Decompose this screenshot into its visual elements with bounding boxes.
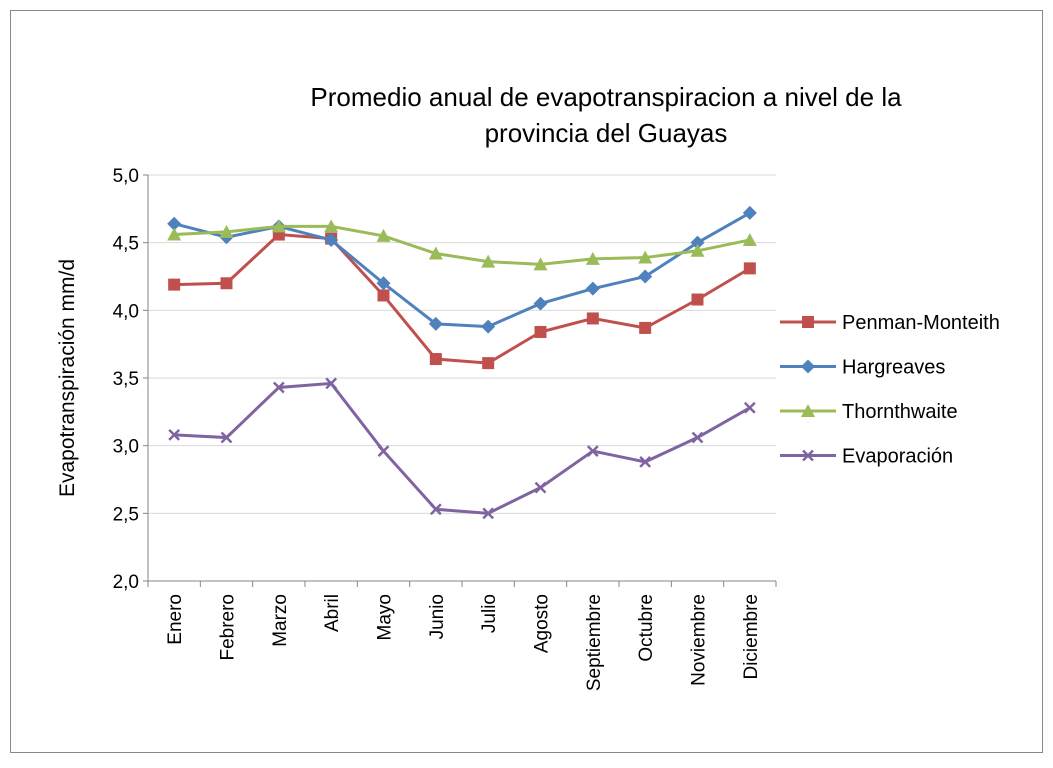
y-tick-label: 3,0 — [113, 437, 139, 458]
marker — [802, 449, 814, 462]
legend-label: Thornthwaite — [842, 401, 958, 423]
marker — [219, 224, 234, 238]
y-tick-label: 4,5 — [113, 234, 139, 255]
y-tick-label: 2,0 — [113, 572, 139, 593]
marker — [533, 296, 548, 311]
marker — [801, 404, 815, 417]
marker — [638, 250, 653, 264]
y-axis-label: Evapotranspiración mm/d — [56, 259, 79, 497]
marker — [325, 377, 338, 390]
series-line — [174, 233, 751, 365]
marker — [271, 219, 286, 233]
legend-label: Penman-Monteith — [842, 312, 1000, 334]
x-tick-label: Enero — [165, 594, 186, 645]
marker — [482, 357, 495, 370]
marker — [743, 401, 756, 414]
marker — [534, 481, 547, 494]
marker — [690, 235, 705, 250]
marker — [742, 232, 757, 246]
x-tick-label: Julio — [479, 594, 500, 633]
marker — [533, 257, 548, 271]
marker — [639, 321, 652, 334]
marker — [691, 431, 704, 444]
marker — [377, 445, 390, 457]
marker — [743, 262, 756, 275]
marker — [639, 456, 652, 468]
marker — [324, 219, 339, 233]
x-tick-label: Diciembre — [741, 594, 762, 680]
marker — [376, 276, 391, 291]
x-tick-label: Septiembre — [584, 594, 605, 691]
x-tick-label: Mayo — [375, 594, 396, 640]
marker — [428, 246, 443, 260]
marker — [742, 205, 757, 220]
x-tick-label: Abril — [322, 594, 343, 632]
marker — [377, 289, 390, 302]
marker — [168, 278, 181, 291]
x-tick-label: Octubre — [636, 594, 657, 662]
x-tick-label: Noviembre — [689, 594, 710, 686]
marker — [690, 243, 705, 257]
marker — [586, 445, 599, 457]
marker — [638, 269, 653, 284]
chart-title: Promedio anual de evapotranspiracion a n… — [310, 82, 902, 112]
legend-label: Hargreaves — [842, 357, 945, 379]
y-tick-label: 3,5 — [113, 369, 139, 390]
marker — [220, 431, 233, 444]
marker — [168, 428, 181, 441]
marker — [585, 251, 600, 265]
x-tick-label: Febrero — [218, 594, 239, 661]
marker — [428, 316, 443, 331]
marker — [534, 325, 547, 338]
marker — [481, 254, 496, 268]
series-line — [174, 224, 751, 266]
marker — [585, 281, 600, 296]
x-tick-label: Marzo — [270, 594, 291, 647]
marker — [802, 316, 814, 328]
marker — [167, 227, 182, 241]
marker — [482, 507, 495, 520]
series-line — [174, 381, 751, 515]
marker — [429, 353, 442, 366]
marker — [220, 277, 233, 290]
marker — [586, 312, 599, 325]
marker — [324, 232, 339, 247]
marker — [376, 228, 391, 242]
marker — [481, 319, 496, 334]
y-tick-label: 2,5 — [113, 504, 139, 525]
legend-label: Evaporación — [842, 446, 953, 468]
chart-border — [10, 10, 1043, 753]
x-tick-label: Agosto — [532, 594, 553, 653]
y-tick-label: 5,0 — [113, 166, 139, 187]
marker — [801, 359, 815, 374]
y-tick-label: 4,0 — [113, 301, 139, 322]
x-tick-label: Junio — [427, 594, 448, 639]
marker — [272, 381, 285, 394]
chart-title: provincia del Guayas — [485, 118, 728, 148]
marker — [167, 216, 182, 231]
marker — [429, 503, 442, 516]
marker — [691, 293, 704, 306]
